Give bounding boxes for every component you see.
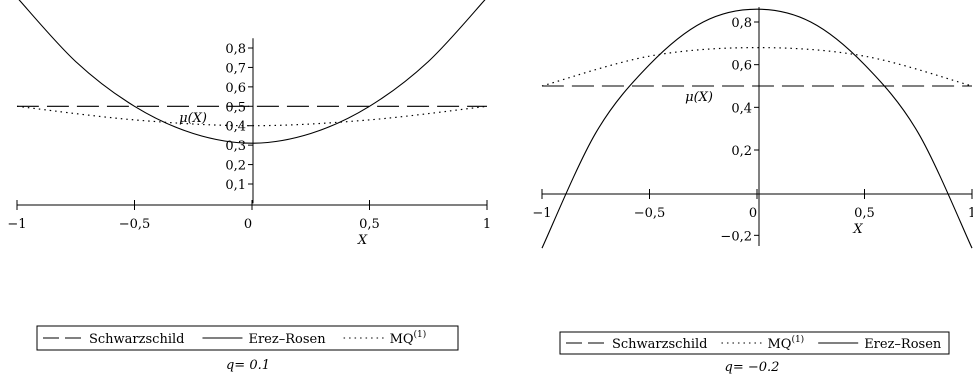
y-tick-label: 0,2 [731, 144, 752, 159]
legend-box [36, 325, 459, 351]
legend-label: Schwarzschild [89, 332, 184, 347]
series-line-erez-rosen [541, 8, 973, 249]
x-tick-label: 0,5 [359, 217, 380, 232]
y-tick-label: 0,8 [731, 16, 752, 31]
x-tick-label: 0 [244, 217, 252, 232]
x-tick-label: −0,5 [634, 206, 666, 221]
chart-panel-left: −1 −0,5 0 0,5 10,10,20,30,40,50,60,70,8Xμ(X)… [7, 0, 491, 373]
chart-caption: q= 0.1 [226, 358, 270, 373]
series-line-erez-rosen [18, 0, 486, 144]
series-line-mq-1- [541, 46, 973, 87]
legend: Schwarzschild MQ(1) Erez–Rosen [559, 331, 950, 355]
x-tick-label: −1 [7, 217, 26, 232]
chart-caption: q= −0.2 [725, 360, 780, 375]
series-line-mq-1- [16, 105, 488, 127]
y-tick-label: 0,6 [225, 81, 246, 96]
y-tick-label: 0,6 [731, 59, 752, 74]
x-tick-label: 1 [968, 206, 973, 221]
x-tick-label: −0,5 [119, 217, 151, 232]
y-tick-label: −0,2 [720, 229, 752, 244]
y-tick-label: 0,2 [225, 159, 246, 174]
x-axis-title: X [852, 222, 863, 237]
y-axis-title: μ(X) [685, 90, 713, 105]
y-tick-label: 0,8 [225, 42, 246, 57]
x-axis-title: X [357, 233, 368, 248]
y-tick-label: 0,4 [225, 120, 246, 135]
legend-label: Schwarzschild [612, 337, 707, 352]
legend: Schwarzschild Erez–Rosen MQ(1) [36, 325, 459, 351]
x-tick-label: −1 [532, 206, 551, 221]
y-tick-label: 0,5 [225, 100, 246, 115]
y-tick-label: 0,1 [225, 178, 246, 193]
y-tick-label: 0,7 [225, 61, 246, 76]
legend-label: Erez–Rosen [248, 332, 326, 347]
y-tick-label: 0,4 [731, 101, 752, 116]
x-tick-label: 1 [483, 217, 491, 232]
series-curves [541, 8, 973, 249]
x-tick-label: 0 [749, 206, 757, 221]
legend-label: Erez–Rosen [864, 337, 942, 352]
x-tick-label: 0,5 [854, 206, 875, 221]
series-curves [16, 0, 488, 144]
chart-panel-right: −1 −0,5 0 0,5 1 −0,2 0,2 0,4 0,6 0,8 Xμ(X) Schwarzs… [532, 7, 973, 375]
y-axis-title: μ(X) [179, 111, 207, 126]
